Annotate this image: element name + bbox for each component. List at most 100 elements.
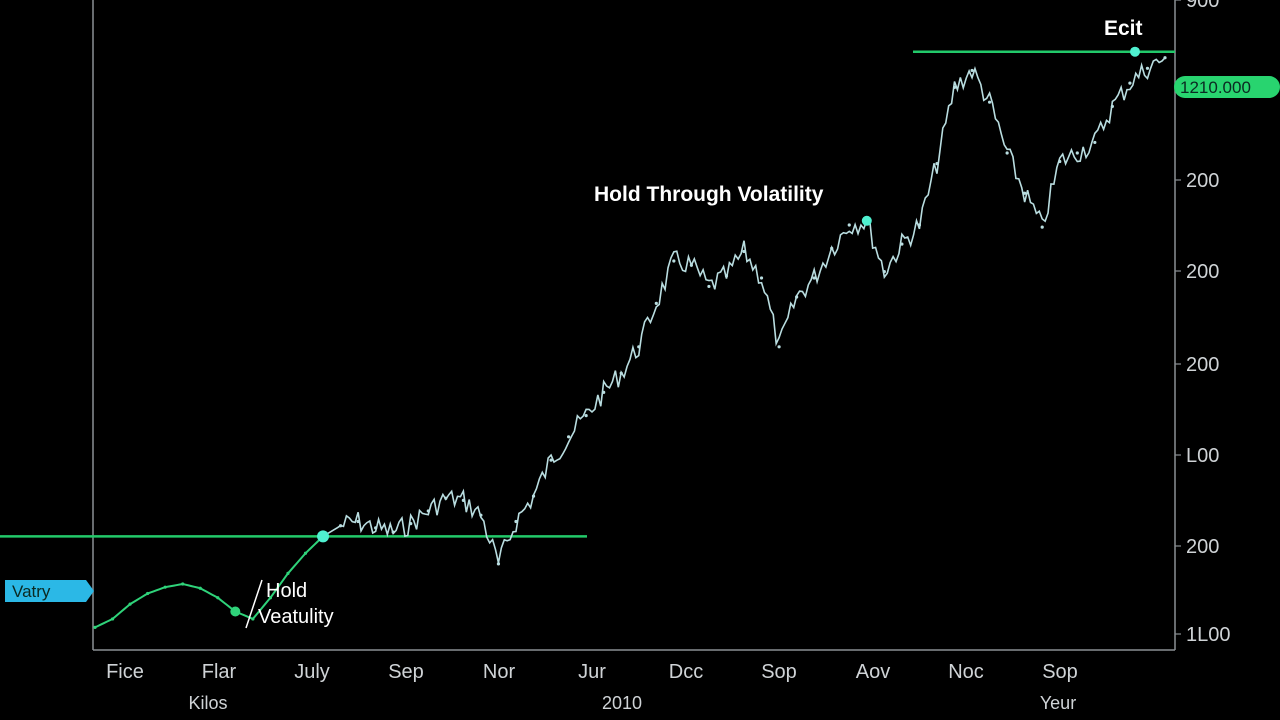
series-line (322, 57, 1166, 563)
series-point (391, 530, 395, 534)
series-point (356, 519, 360, 524)
series-point (110, 617, 115, 621)
series-point (1128, 81, 1132, 85)
series-point (777, 345, 781, 349)
series-point (268, 596, 273, 600)
series-point (1023, 191, 1027, 195)
series-point (426, 509, 430, 513)
y-tick-label: 900 (1186, 0, 1219, 12)
dip-marker (230, 606, 241, 617)
series-point (1040, 225, 1044, 229)
series-point (181, 582, 185, 586)
series-point (531, 494, 536, 498)
x-tick-label: July (294, 661, 330, 683)
x-tick-label: Jur (578, 661, 606, 683)
exit-marker (1130, 46, 1140, 57)
x-tick-label: Noc (948, 661, 984, 683)
y-tick-label: 200 (1186, 170, 1219, 192)
series-point (795, 295, 799, 299)
y-tick-labels: 900 200 200 200 L00 200 1L00 (1175, 0, 1231, 646)
series-point (672, 259, 676, 263)
series-point (374, 526, 378, 530)
series-point (935, 162, 939, 166)
entry-tag-shape (5, 580, 94, 602)
series-point (654, 301, 658, 305)
annotation-hold-early-line1: Hold (266, 580, 307, 602)
series-point (1093, 140, 1097, 145)
series-point (444, 496, 448, 500)
y-tick-label: 200 (1186, 261, 1219, 283)
y-tick-label: L00 (1186, 445, 1219, 467)
series-point (724, 274, 729, 278)
x-group-label: Kilos (188, 693, 227, 713)
entry-tag-label: Vatry (12, 582, 51, 601)
x-tick-label: Sop (1042, 661, 1078, 683)
x-group-label: 2010 (602, 693, 642, 713)
x-tick-label: Sop (761, 661, 797, 683)
series-point (1075, 151, 1079, 155)
series-point (882, 270, 886, 274)
series-point (602, 390, 606, 394)
series-point (303, 551, 308, 555)
series-point (1005, 151, 1009, 155)
series-point (1145, 66, 1150, 70)
series-point (830, 246, 834, 250)
series-point (952, 85, 957, 89)
chart-axes (92, 0, 1176, 651)
series-point (707, 284, 711, 289)
series-line-early (94, 535, 324, 629)
series-point (1058, 159, 1062, 164)
series-point (286, 571, 290, 576)
x-group-label: Yeur (1040, 693, 1076, 713)
series-point (970, 68, 974, 73)
series-point (338, 524, 343, 528)
annotation-hold-early-line2: Veatulity (258, 606, 334, 628)
series-point (251, 617, 255, 621)
series-point (216, 596, 220, 600)
annotation-exit: Ecit (1104, 17, 1143, 40)
x-tick-labels: Fice Flar July Sep Nor Jur Dcc Sop Aov Noc Sop Kilo… (106, 661, 1078, 713)
entry-marker (317, 530, 330, 543)
x-tick-label: Dcc (669, 661, 703, 683)
series-point (1163, 56, 1167, 60)
x-tick-label: Fice (106, 661, 144, 683)
series-point (689, 263, 693, 267)
hold-marker (861, 215, 872, 226)
series-point (900, 242, 904, 246)
annotation-pointer-line (245, 579, 263, 629)
series-point (812, 276, 816, 280)
y-tick-label: 1L00 (1186, 624, 1231, 646)
x-tick-label: Flar (202, 661, 237, 683)
price-tag: 1210.000 (1174, 76, 1280, 98)
annotation-hold-through-volatility: Hold Through Volatility (594, 183, 824, 206)
series-point (461, 498, 465, 502)
y-tick-label: 200 (1186, 536, 1219, 558)
series-layer (94, 57, 1166, 629)
series-point (742, 249, 746, 254)
x-tick-label: Aov (856, 661, 890, 683)
entry-tag: Vatry (5, 580, 94, 602)
series-point (584, 414, 588, 418)
series-point (163, 585, 167, 589)
series-point (409, 522, 413, 526)
series-point (93, 625, 97, 630)
series-point (128, 602, 132, 606)
series-point (146, 591, 150, 596)
series-point (637, 345, 641, 349)
series-point (549, 458, 553, 462)
series-point (917, 223, 922, 227)
x-tick-label: Nor (483, 661, 516, 683)
series-point (619, 371, 623, 375)
price-tag-label: 1210.000 (1180, 78, 1251, 97)
series-point (987, 100, 992, 104)
series-point (1110, 104, 1114, 109)
y-tick-label: 200 (1186, 354, 1219, 376)
series-point (479, 513, 483, 517)
series-point (847, 223, 851, 227)
price-tag-shape (1174, 76, 1280, 98)
marker-layer (93, 46, 1167, 630)
series-point (567, 435, 571, 439)
series-point (514, 519, 518, 524)
series-point (496, 562, 501, 566)
